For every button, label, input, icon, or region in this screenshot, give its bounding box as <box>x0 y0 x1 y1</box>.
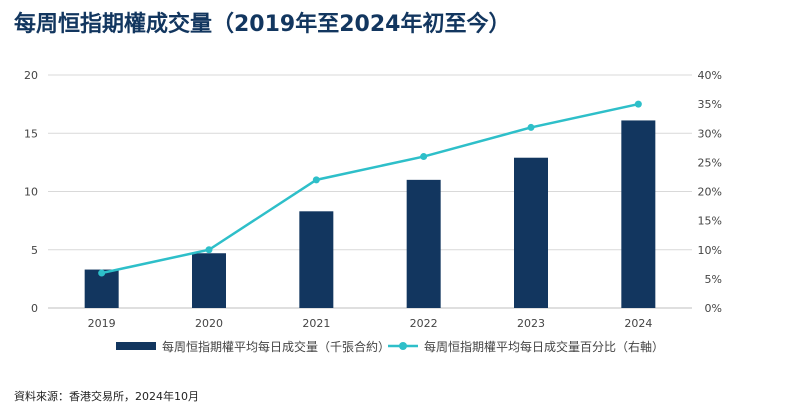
line-point <box>634 100 642 108</box>
x-tick-label: 2024 <box>624 317 652 330</box>
x-tick-label: 2020 <box>195 317 223 330</box>
right-tick-label: 15% <box>698 215 722 228</box>
x-tick-label: 2021 <box>302 317 330 330</box>
chart-title: 每周恒指期權成交量（2019年至2024年初至今） <box>14 12 511 37</box>
right-tick-label: 35% <box>698 98 722 111</box>
source-note: 資料來源：香港交易所，2024年10月 <box>14 390 199 403</box>
line-point <box>205 246 213 254</box>
right-tick-label: 0% <box>705 302 722 315</box>
bar <box>192 253 226 308</box>
line-point <box>527 123 535 131</box>
line-point <box>98 269 106 277</box>
right-tick-label: 10% <box>698 244 722 257</box>
legend-bar-swatch <box>116 342 156 350</box>
left-tick-label: 15 <box>24 127 38 140</box>
left-axis: 0 5 10 15 20 <box>24 69 38 315</box>
bar-series <box>84 120 656 308</box>
bar <box>514 157 548 308</box>
left-tick-label: 20 <box>24 69 38 82</box>
right-tick-label: 40% <box>698 69 722 82</box>
left-tick-label: 0 <box>31 302 38 315</box>
x-tick-label: 2019 <box>88 317 116 330</box>
bar <box>299 211 334 308</box>
legend-bar-label: 每周恒指期權平均每日成交量（千張合約） <box>162 339 390 354</box>
right-tick-label: 25% <box>698 156 722 169</box>
right-axis: 0% 5% 10% 15% 20% 25% 30% 35% 40% <box>698 69 722 315</box>
legend-line-marker <box>399 342 407 350</box>
legend-line-label: 每周恒指期權平均每日成交量百分比（右軸） <box>424 339 664 354</box>
gridlines <box>48 74 692 309</box>
right-tick-label: 20% <box>698 186 722 199</box>
right-tick-label: 30% <box>698 127 722 140</box>
legend: 每周恒指期權平均每日成交量（千張合約） 每周恒指期權平均每日成交量百分比（右軸） <box>116 339 664 354</box>
left-tick-label: 10 <box>24 186 38 199</box>
x-tick-label: 2023 <box>517 317 545 330</box>
x-axis: 2019 2020 2021 2022 2023 2024 <box>88 317 653 330</box>
line-point <box>312 176 320 184</box>
series-line <box>101 102 639 275</box>
right-tick-label: 5% <box>705 273 722 286</box>
left-tick-label: 5 <box>31 244 38 257</box>
line-point <box>420 153 428 161</box>
bar <box>621 120 656 308</box>
line-series <box>98 100 642 277</box>
x-tick-label: 2022 <box>410 317 438 330</box>
bar <box>406 179 441 308</box>
